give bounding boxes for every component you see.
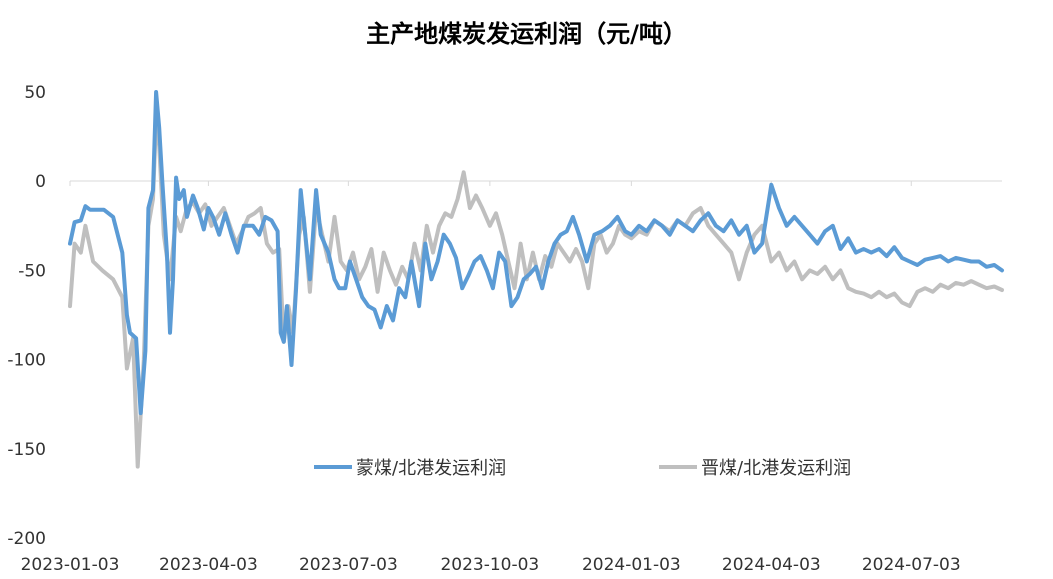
x-tick-label: 2023-01-03 <box>21 555 120 575</box>
chart-title: 主产地煤炭发运利润（元/吨） <box>366 20 687 48</box>
y-tick-label: -200 <box>7 529 46 549</box>
legend-label: 晋煤/北港发运利润 <box>701 458 851 479</box>
legend: 蒙煤/北港发运利润 晋煤/北港发运利润 <box>314 458 851 479</box>
axis-layer: 50 0 -50 -100 -150 -200 2023-01-03 2023-04-03 20… <box>7 83 1002 575</box>
x-tick-label: 2023-07-03 <box>299 555 398 575</box>
series-layer <box>68 90 1004 469</box>
x-tick-label: 2024-01-03 <box>582 555 681 575</box>
y-tick-label: 0 <box>35 172 46 192</box>
legend-label: 蒙煤/北港发运利润 <box>356 458 506 479</box>
series-line <box>68 116 1004 469</box>
x-tick-label: 2023-04-03 <box>159 555 258 575</box>
x-tick-label: 2023-10-03 <box>440 555 539 575</box>
y-tick-label: -50 <box>18 261 46 281</box>
y-tick-label: -100 <box>7 351 46 371</box>
series-line <box>68 90 1004 416</box>
x-tick-label: 2024-07-03 <box>862 555 961 575</box>
y-tick-label: 50 <box>24 83 46 103</box>
x-tick-label: 2024-04-03 <box>722 555 821 575</box>
y-tick-label: -150 <box>7 440 46 460</box>
